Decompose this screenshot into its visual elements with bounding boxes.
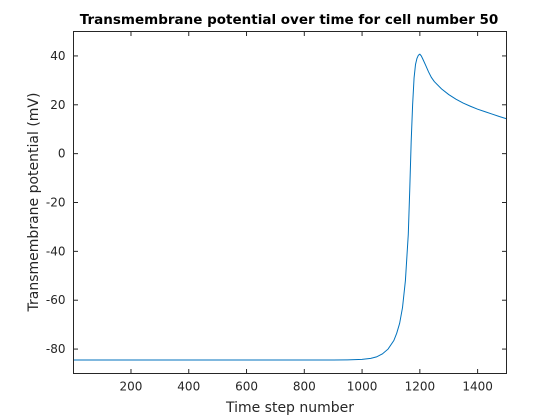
chart-title: Transmembrane potential over time for ce… [80,12,498,28]
x-tick-label: 1200 [405,380,436,394]
y-tick-label: -40 [46,244,66,258]
x-axis: 200 400 600 800 1000 1200 1400 [120,32,493,394]
y-tick-label: -80 [46,342,66,356]
y-axis-label: Transmembrane potential (mV) [26,93,42,313]
y-tick-label: 20 [50,98,65,112]
x-tick-label: 800 [293,380,316,394]
x-tick-label: 1000 [347,380,378,394]
y-tick-label: -60 [46,293,66,307]
y-axis: -80 -60 -40 -20 0 20 40 [46,49,507,356]
y-tick-label: -20 [46,196,66,210]
x-axis-label: Time step number [225,400,354,416]
x-tick-label: 1400 [462,380,493,394]
x-tick-label: 600 [235,380,258,394]
y-tick-label: 40 [50,49,65,63]
x-tick-label: 400 [177,380,200,394]
series-line [74,54,507,360]
x-tick-label: 200 [120,380,143,394]
axes-box [74,32,507,374]
plot-area [74,54,507,360]
y-tick-label: 0 [58,147,66,161]
